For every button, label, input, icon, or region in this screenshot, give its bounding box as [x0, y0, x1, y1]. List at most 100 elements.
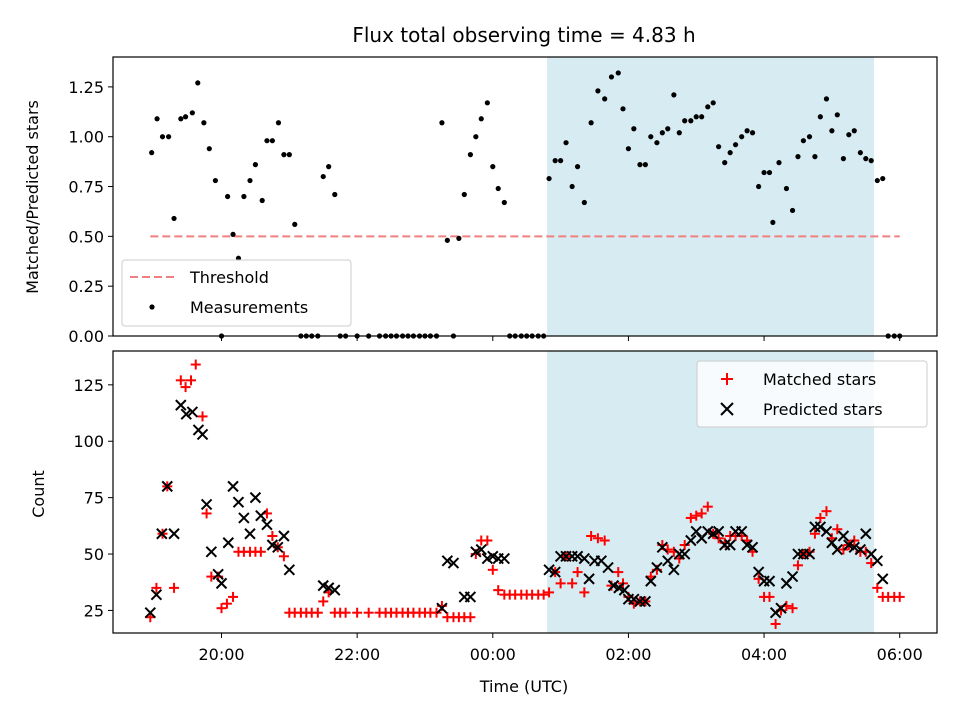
matched-star-point	[544, 587, 555, 598]
measurement-point	[699, 114, 705, 120]
predicted-star-point	[837, 530, 850, 542]
measurement-points	[149, 70, 903, 339]
bottom-panel-frame	[112, 350, 938, 634]
measurement-point	[812, 154, 818, 160]
matched-star-point	[228, 591, 239, 602]
top-legend: Threshold Measurements	[121, 259, 352, 327]
bottom-x-ticks: 20:00 22:00 00:00 02:00 04:00 06:00	[198, 633, 923, 664]
measurement-point	[770, 219, 776, 226]
predicted-star-point	[578, 552, 591, 565]
predicted-star-point	[244, 528, 256, 540]
matched-star-point	[579, 587, 590, 598]
predicted-star-point	[222, 537, 234, 549]
predicted-star-point	[186, 406, 199, 418]
measurement-point	[783, 185, 790, 192]
measurement-point	[710, 100, 716, 106]
matched-star-point	[809, 528, 820, 539]
measurement-point	[806, 134, 813, 140]
matched-star-point	[465, 612, 476, 623]
measurement-point	[166, 134, 172, 140]
bottom-y-ticks: 25 50 75 100 125	[73, 376, 113, 620]
predicted-star-points	[144, 399, 889, 619]
predicted-star-point	[602, 561, 614, 574]
measurement-point	[326, 164, 332, 170]
matched-star-point	[221, 598, 232, 609]
predicted-star-point	[656, 541, 669, 553]
chart-title: Flux total observing time = 4.83 h	[352, 23, 695, 47]
predicted-star-point	[543, 564, 555, 576]
predicted-star-point	[735, 525, 748, 538]
top-y-axis-label: Matched/Predicted stars	[23, 100, 42, 294]
predicted-star-point	[249, 491, 262, 504]
predicted-star-point	[144, 606, 157, 619]
measurement-point	[749, 130, 756, 136]
matched-star-point	[764, 591, 775, 602]
matched-star-point	[169, 582, 180, 593]
matched-star-point	[792, 560, 803, 571]
measurement-point	[829, 128, 835, 134]
measurement-point	[171, 215, 177, 222]
measurement-point	[625, 146, 632, 152]
measurement-point	[693, 114, 699, 120]
measurement-point	[241, 193, 247, 200]
bottom-x-tick-label: 04:00	[741, 645, 787, 664]
measurement-point	[154, 116, 160, 122]
legend-threshold-label: Threshold	[189, 268, 269, 287]
measurement-point	[264, 138, 270, 144]
bottom-y-tick-label: 50	[84, 545, 104, 564]
legend-matched-label: Matched stars	[763, 370, 876, 389]
matched-star-point	[702, 501, 713, 512]
predicted-star-point	[752, 566, 765, 578]
measurement-point	[671, 92, 677, 98]
matched-star-point	[352, 607, 363, 618]
predicted-star-point	[679, 548, 691, 560]
measurement-point	[574, 164, 581, 170]
predicted-star-point	[475, 543, 487, 556]
predicted-star-point	[583, 573, 595, 585]
matched-star-point	[696, 508, 707, 519]
bottom-y-tick-label: 75	[84, 489, 104, 508]
predicted-star-point	[668, 564, 680, 576]
predicted-star-point	[814, 521, 827, 533]
measurement-point	[461, 191, 467, 198]
matched-star-point	[572, 567, 583, 578]
measurement-point	[563, 140, 569, 146]
predicted-star-point	[196, 428, 209, 441]
matched-star-point	[599, 535, 610, 546]
predicted-star-point	[831, 543, 844, 556]
predicted-star-point	[854, 543, 867, 556]
measurement-point	[665, 126, 671, 132]
predicted-star-point	[447, 557, 460, 569]
measurement-point	[817, 114, 823, 120]
measurement-point	[501, 199, 507, 206]
predicted-star-point	[212, 568, 224, 581]
measurement-point	[225, 193, 231, 200]
legend-matched-swatch	[721, 373, 733, 385]
matched-star-point	[216, 603, 227, 614]
measurement-point	[863, 156, 869, 162]
measurement-point	[569, 183, 575, 190]
predicted-star-point	[639, 595, 652, 608]
measurement-point	[546, 175, 552, 182]
measurement-point	[880, 175, 886, 182]
measurement-point	[182, 114, 189, 120]
predicted-star-point	[498, 552, 511, 565]
measurement-point	[766, 169, 773, 176]
measurement-point	[495, 185, 501, 192]
measurement-point	[868, 158, 874, 164]
measurement-point	[608, 74, 615, 80]
matched-star-point	[278, 551, 289, 562]
measurement-point	[581, 199, 587, 206]
matched-star-point	[180, 382, 191, 393]
bottom-y-tick-label: 125	[73, 376, 104, 395]
measurement-point	[648, 134, 654, 140]
matched-star-point	[787, 603, 798, 614]
matched-star-point	[482, 535, 493, 546]
predicted-star-point	[255, 509, 267, 522]
measurement-point	[473, 134, 479, 140]
top-y-tick-label: 0.00	[68, 327, 104, 346]
bottom-legend-box	[696, 360, 928, 428]
predicted-star-point	[662, 555, 674, 567]
measurement-point	[456, 235, 462, 241]
measurement-point	[739, 134, 745, 140]
